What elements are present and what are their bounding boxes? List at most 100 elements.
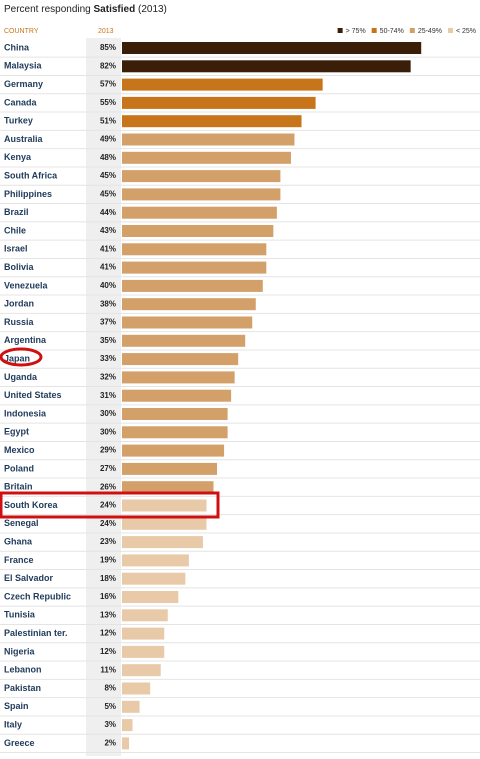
- value-label: 16%: [100, 592, 116, 601]
- bar: [122, 591, 179, 603]
- value-label: 51%: [100, 116, 116, 125]
- value-label: 82%: [100, 61, 116, 70]
- country-label: South Korea: [4, 500, 58, 510]
- bar: [122, 682, 151, 695]
- value-label: 23%: [100, 537, 116, 546]
- title-part: Satisfied: [94, 4, 136, 15]
- value-label: 19%: [100, 556, 116, 565]
- legend-label: > 75%: [346, 28, 366, 35]
- bar: [122, 462, 218, 475]
- value-column: [86, 38, 121, 756]
- country-label: Philippines: [4, 189, 52, 199]
- bar: [122, 261, 267, 274]
- country-label: Israel: [4, 244, 28, 254]
- title-part: Percent responding: [4, 4, 91, 15]
- rows: China 85% Malaysia 82% Germany 57% Canada 55% Tu…: [0, 42, 480, 754]
- country-label: Jordan: [4, 299, 34, 309]
- value-label: 38%: [100, 299, 116, 308]
- country-label: Malaysia: [4, 61, 43, 71]
- bar: [122, 444, 225, 457]
- value-label: 27%: [100, 464, 116, 473]
- country-label: El Salvador: [4, 573, 54, 583]
- legend-swatch: [409, 28, 415, 33]
- value-label: 45%: [100, 190, 116, 199]
- bar: [122, 554, 189, 567]
- country-label: Britain: [4, 482, 33, 492]
- bar: [122, 700, 140, 713]
- value-label: 30%: [100, 427, 116, 436]
- value-label: 57%: [100, 80, 116, 89]
- bar: [122, 609, 168, 622]
- value-label: 48%: [100, 153, 116, 162]
- bar: [122, 96, 316, 109]
- country-label: China: [4, 42, 30, 52]
- bar: [122, 481, 214, 494]
- bar: [122, 151, 291, 164]
- bar: [122, 188, 281, 201]
- country-label: Tunisia: [4, 610, 36, 620]
- bar: [122, 279, 263, 292]
- bar: [122, 115, 302, 128]
- value-label: 55%: [100, 98, 116, 107]
- country-label: Mexico: [4, 445, 35, 455]
- value-label: 31%: [100, 391, 116, 400]
- value-label: 33%: [100, 354, 116, 363]
- country-label: France: [4, 555, 34, 565]
- country-label: Egypt: [4, 427, 29, 437]
- bar: [122, 536, 203, 549]
- category-header: COUNTRY: [4, 28, 39, 35]
- country-label: Greece: [4, 738, 35, 748]
- bar: [122, 426, 228, 439]
- value-label: 26%: [100, 482, 116, 491]
- country-label: Lebanon: [4, 665, 42, 675]
- country-label: Chile: [4, 225, 26, 235]
- bar: [122, 408, 228, 420]
- bar: [122, 243, 267, 256]
- legend-label: 25-49%: [418, 28, 442, 35]
- value-label: 45%: [100, 171, 116, 180]
- bar: [122, 371, 235, 384]
- bar: [122, 78, 323, 91]
- country-label: Bolivia: [4, 262, 35, 272]
- country-label: Spain: [4, 701, 29, 711]
- title-part: (2013): [138, 4, 167, 15]
- legend-swatch: [337, 28, 343, 33]
- bar: [122, 499, 207, 512]
- value-label: 35%: [100, 336, 116, 345]
- bar: [122, 170, 281, 183]
- value-label: 44%: [100, 208, 116, 217]
- bar: [122, 664, 161, 677]
- country-label: Kenya: [4, 152, 32, 162]
- country-label: Australia: [4, 134, 44, 144]
- country-label: Palestinian ter.: [4, 628, 68, 638]
- value-label: 29%: [100, 446, 116, 455]
- annotation-circle: [0, 347, 43, 367]
- country-label: United States: [4, 390, 62, 400]
- bar: [122, 627, 165, 640]
- country-label: Nigeria: [4, 646, 36, 656]
- bar: [122, 316, 253, 329]
- value-label: 85%: [100, 43, 116, 52]
- bar: [122, 60, 411, 73]
- country-label: Italy: [4, 719, 22, 729]
- value-label: 40%: [100, 281, 116, 290]
- country-label: South Africa: [4, 170, 58, 180]
- value-label: 12%: [100, 647, 116, 656]
- value-label: 41%: [100, 263, 116, 272]
- bar: [122, 225, 274, 237]
- country-label: Venezuela: [4, 280, 49, 290]
- bar: [122, 206, 277, 219]
- bar: [122, 298, 256, 311]
- bar: [122, 353, 239, 366]
- country-label: Indonesia: [4, 408, 47, 418]
- value-label: 12%: [100, 629, 116, 638]
- value-label: 49%: [100, 135, 116, 144]
- country-label: Turkey: [4, 116, 33, 126]
- bar: [122, 42, 422, 54]
- value-label: 11%: [100, 665, 116, 674]
- bar: [122, 719, 133, 732]
- value-label: 5%: [104, 702, 116, 711]
- value-label: 30%: [100, 409, 116, 418]
- value-label: 24%: [100, 501, 116, 510]
